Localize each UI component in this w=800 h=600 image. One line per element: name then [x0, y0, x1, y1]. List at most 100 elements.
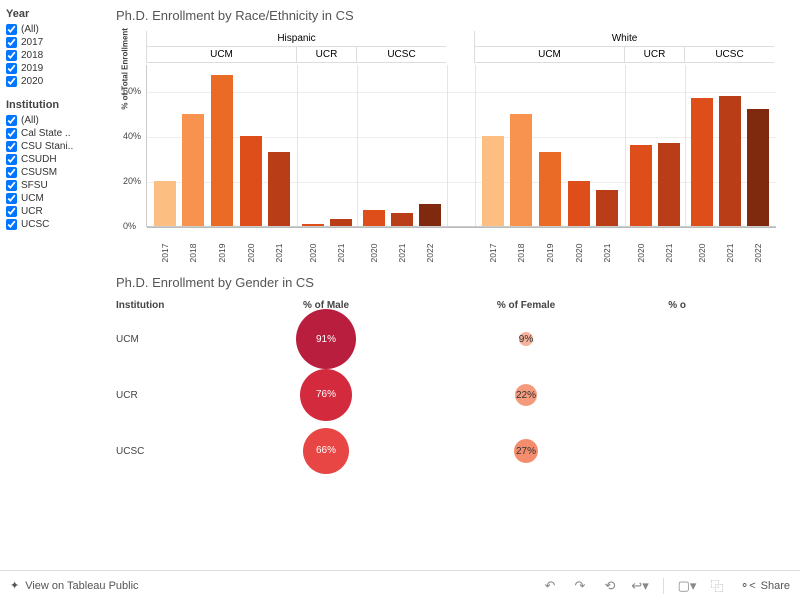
institution-filter-item[interactable]: CSUDH — [6, 154, 102, 165]
gender-bubble-male[interactable]: 91% — [296, 309, 356, 369]
x-tick: 2020 — [308, 241, 318, 265]
x-tick: 2020 — [369, 241, 379, 265]
y-tick: 20% — [123, 176, 141, 186]
filter-label: CSU Stani.. — [21, 141, 73, 152]
gender-row: UCR 76% 22% — [116, 367, 788, 423]
year-filter-item[interactable]: 2020 — [6, 76, 102, 87]
share-icon: ⚬< — [740, 579, 756, 592]
institution-filter-item[interactable]: CSUSM — [6, 167, 102, 178]
bar[interactable] — [630, 145, 652, 226]
x-tick: 2019 — [217, 241, 227, 265]
filter-label: UCM — [21, 193, 44, 204]
checkbox[interactable] — [6, 167, 17, 178]
gender-institution: UCSC — [116, 446, 226, 457]
gender-col: 22% — [426, 384, 626, 406]
bar[interactable] — [658, 143, 680, 226]
checkbox[interactable] — [6, 193, 17, 204]
bar[interactable] — [182, 114, 204, 227]
x-tick: 2021 — [397, 241, 407, 265]
share-label: Share — [761, 580, 790, 592]
bar[interactable] — [330, 219, 352, 226]
share-button[interactable]: ⚬< Share — [740, 579, 790, 592]
x-tick: 2022 — [425, 241, 435, 265]
checkbox[interactable] — [6, 115, 17, 126]
filter-label: (All) — [21, 24, 39, 35]
institution-filter-item[interactable]: UCSC — [6, 219, 102, 230]
institution-filter-item[interactable]: CSU Stani.. — [6, 141, 102, 152]
gender-institution: UCM — [116, 334, 226, 345]
gender-col: 9% — [426, 332, 626, 347]
y-tick: 0% — [123, 221, 136, 231]
checkbox[interactable] — [6, 206, 17, 217]
bar[interactable] — [482, 136, 504, 226]
x-tick: 2021 — [725, 241, 735, 265]
checkbox[interactable] — [6, 180, 17, 191]
filter-label: UCSC — [21, 219, 49, 230]
x-tick: 2022 — [753, 241, 763, 265]
download-icon[interactable]: ⿻ — [710, 579, 724, 593]
bar[interactable] — [268, 152, 290, 226]
bar[interactable] — [691, 98, 713, 226]
gender-col-female: % of Female — [426, 300, 626, 311]
checkbox[interactable] — [6, 50, 17, 61]
reset-icon[interactable]: ⟲ — [603, 579, 617, 593]
year-filter-item[interactable]: 2017 — [6, 37, 102, 48]
institution-filter-item[interactable]: (All) — [6, 115, 102, 126]
undo-icon[interactable]: ↶ — [543, 579, 557, 593]
gender-bubble-female[interactable]: 22% — [515, 384, 537, 406]
bar[interactable] — [596, 190, 618, 226]
institution-header: UCM — [474, 47, 624, 63]
bar[interactable] — [211, 75, 233, 226]
checkbox[interactable] — [6, 154, 17, 165]
filter-label: SFSU — [21, 180, 48, 191]
checkbox[interactable] — [6, 76, 17, 87]
institution-filter-item[interactable]: Cal State .. — [6, 128, 102, 139]
gender-col-other: % o — [626, 300, 686, 311]
checkbox[interactable] — [6, 128, 17, 139]
checkbox[interactable] — [6, 219, 17, 230]
institution-filter-item[interactable]: UCM — [6, 193, 102, 204]
checkbox[interactable] — [6, 37, 17, 48]
checkbox[interactable] — [6, 141, 17, 152]
view-on-tableau-button[interactable]: ✦ View on Tableau Public — [10, 579, 139, 592]
bar[interactable] — [539, 152, 561, 226]
gender-row: UCSC 66% 27% — [116, 423, 788, 479]
institution-filter-item[interactable]: SFSU — [6, 180, 102, 191]
main-content: Ph.D. Enrollment by Race/Ethnicity in CS… — [108, 0, 800, 560]
bar[interactable] — [240, 136, 262, 226]
present-icon[interactable]: ▢▾ — [680, 579, 694, 593]
gender-col: 91% — [226, 309, 426, 369]
gender-institution: UCR — [116, 390, 226, 401]
institution-header: UCSC — [356, 47, 446, 63]
gender-bubble-female[interactable]: 27% — [514, 439, 539, 464]
bar[interactable] — [302, 224, 324, 226]
bar[interactable] — [747, 109, 769, 226]
filter-label: 2019 — [21, 63, 43, 74]
ethnicity-header: Hispanic — [146, 31, 446, 47]
year-filter-item[interactable]: 2018 — [6, 50, 102, 61]
year-filter-item[interactable]: (All) — [6, 24, 102, 35]
x-tick: 2020 — [574, 241, 584, 265]
bar[interactable] — [568, 181, 590, 226]
checkbox[interactable] — [6, 63, 17, 74]
bar[interactable] — [419, 204, 441, 227]
year-filter-item[interactable]: 2019 — [6, 63, 102, 74]
institution-header: UCR — [624, 47, 684, 63]
filter-label: Cal State .. — [21, 128, 70, 139]
revert-icon[interactable]: ↩▾ — [633, 579, 647, 593]
institution-filter-item[interactable]: UCR — [6, 206, 102, 217]
bar[interactable] — [391, 213, 413, 227]
filter-label: 2017 — [21, 37, 43, 48]
filter-label: CSUDH — [21, 154, 57, 165]
gender-bubble-male[interactable]: 76% — [300, 369, 352, 421]
tableau-icon: ✦ — [10, 579, 19, 592]
gender-bubble-female[interactable]: 9% — [519, 332, 534, 347]
bar[interactable] — [719, 96, 741, 227]
checkbox[interactable] — [6, 24, 17, 35]
bar[interactable] — [363, 210, 385, 226]
x-tick: 2019 — [545, 241, 555, 265]
bar[interactable] — [154, 181, 176, 226]
gender-bubble-male[interactable]: 66% — [303, 428, 349, 474]
bar[interactable] — [510, 114, 532, 227]
redo-icon[interactable]: ↷ — [573, 579, 587, 593]
